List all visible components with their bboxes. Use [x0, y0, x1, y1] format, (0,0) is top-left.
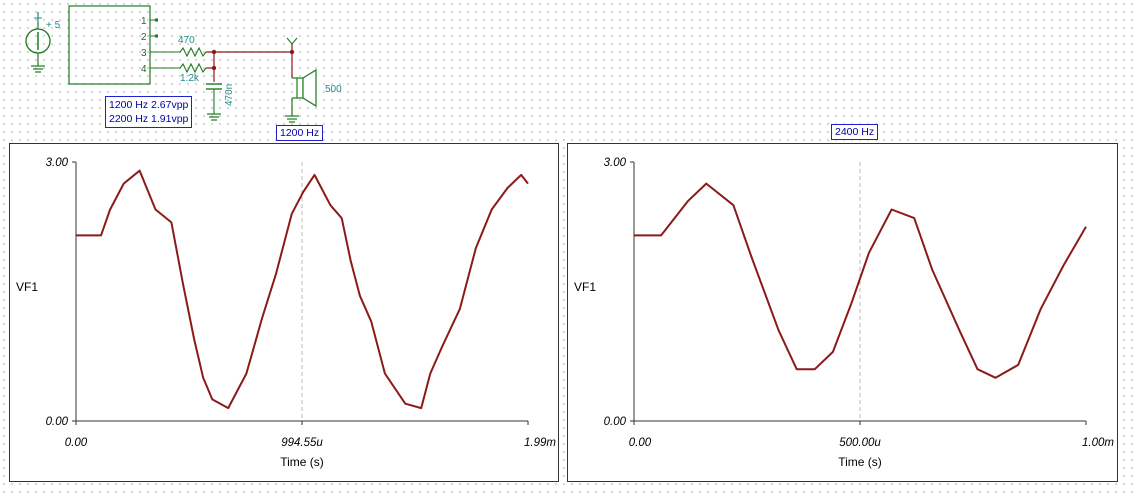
capacitor-label: 470n	[224, 84, 235, 106]
x-tick-label-end: 1.00m	[1082, 437, 1114, 449]
chart-2400hz: 3.00 0.00 0.00 500.00u 1.00m VF1 Time (s…	[574, 157, 1114, 469]
x-axis-label: Time (s)	[838, 455, 882, 469]
x-tick-label-start: 0.00	[65, 437, 88, 449]
pin-2-label: 2	[141, 32, 147, 43]
pin-3-label: 3	[141, 48, 147, 59]
frequency-info-box: 1200 Hz 2.67vpp 2200 Hz 1.91vpp	[105, 96, 193, 128]
speaker-icon[interactable]	[285, 68, 317, 123]
resistor-1-2k-label: 1.2k	[180, 73, 200, 84]
y-tick-label-max: 3.00	[46, 157, 69, 169]
info-line-1: 1200 Hz 2.67vpp	[109, 99, 189, 111]
pin-4-label: 4	[141, 64, 147, 75]
resistor-470[interactable]	[179, 46, 207, 58]
circuit-wires	[206, 44, 293, 82]
x-tick-label-end: 1.99m	[524, 437, 556, 449]
y-axis-label: VF1	[574, 280, 596, 294]
junction-dot	[211, 49, 217, 55]
x-tick-label-start: 0.00	[629, 437, 652, 449]
ground-symbol	[31, 65, 45, 73]
series-line-vf1	[634, 182, 1087, 379]
voltage-source-symbol[interactable]	[25, 12, 51, 66]
y-axis-label: VF1	[16, 280, 38, 294]
resistor-470-label: 470	[178, 35, 195, 46]
x-axis-label: Time (s)	[280, 455, 324, 469]
info-line-2: 2200 Hz 1.91vpp	[109, 113, 189, 125]
x-tick-label-mid: 994.55u	[281, 437, 323, 449]
x-tick-label-mid: 500.00u	[839, 437, 881, 449]
voltage-probe-icon[interactable]	[286, 37, 298, 45]
series-line-vf1	[76, 169, 529, 410]
chart-panel-2400hz: 3.00 0.00 0.00 500.00u 1.00m VF1 Time (s…	[567, 143, 1118, 482]
junction-dot	[289, 49, 295, 55]
signal-generator-block[interactable]	[68, 5, 151, 85]
junction-dot	[211, 65, 217, 71]
chart-1-title: 1200 Hz	[276, 125, 324, 141]
capacitor-symbol[interactable]	[206, 83, 222, 121]
y-tick-label-min: 0.00	[604, 416, 627, 428]
chart-1200hz: 3.00 0.00 0.00 994.55u 1.99m VF1 Time (s…	[16, 157, 556, 469]
pin-1-label: 1	[141, 16, 147, 27]
y-tick-label-min: 0.00	[46, 416, 69, 428]
ic-pins	[150, 18, 180, 69]
resistor-1-2k[interactable]	[179, 62, 207, 74]
circuit-schematic: + 5 1 2 3 4 470 1.2k 470n	[25, 5, 342, 123]
speaker-label: 500	[325, 84, 342, 95]
chart-panel-1200hz: 3.00 0.00 0.00 994.55u 1.99m VF1 Time (s…	[9, 143, 559, 482]
y-tick-label-max: 3.00	[604, 157, 627, 169]
chart-2-title: 2400 Hz	[831, 124, 879, 140]
supply-label: + 5	[46, 20, 61, 31]
